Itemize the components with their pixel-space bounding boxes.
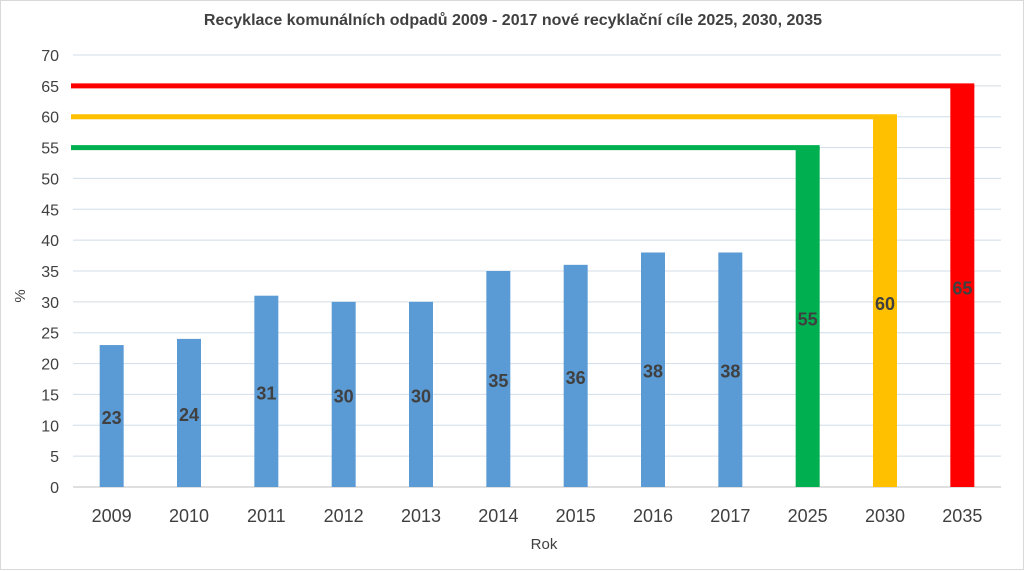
y-tick-label: 60 (41, 110, 59, 127)
chart-title: Recyklace komunálních odpadů 2009 - 2017… (203, 12, 823, 29)
bar (99, 345, 124, 487)
data-label: 30 (334, 386, 354, 406)
bar (873, 116, 897, 487)
x-tick-label: 2010 (169, 506, 209, 526)
x-axis-label: Rok (531, 536, 558, 553)
y-tick-label: 65 (41, 79, 59, 96)
data-label: 35 (488, 371, 508, 391)
x-tick-label: 2017 (710, 506, 750, 526)
bar (177, 338, 201, 487)
x-tick-label: 2011 (247, 506, 286, 526)
x-tick-label: 2035 (942, 506, 982, 526)
y-tick-label: 30 (41, 295, 59, 312)
y-tick-label: 55 (41, 141, 59, 158)
y-tick-label: 70 (41, 48, 59, 65)
y-tick-label: 10 (41, 418, 59, 435)
data-label: 23 (102, 408, 122, 428)
data-label: 55 (798, 309, 818, 329)
x-tick-label: 2014 (478, 506, 518, 526)
y-tick-label: 20 (41, 357, 59, 374)
bar (563, 264, 588, 487)
x-tick-label: 2009 (92, 506, 132, 526)
x-tick-label: 2015 (556, 506, 596, 526)
x-tick-label: 2025 (788, 506, 828, 526)
x-tick-label: 2012 (324, 506, 364, 526)
bar (950, 85, 975, 487)
data-label: 38 (720, 362, 740, 382)
y-tick-label: 0 (50, 480, 59, 497)
bar (254, 295, 279, 487)
data-label: 31 (256, 383, 276, 403)
data-label: 38 (643, 362, 663, 382)
x-tick-label: 2016 (633, 506, 673, 526)
y-tick-label: 40 (41, 233, 59, 250)
x-tick-label: 2030 (865, 506, 905, 526)
bar (486, 271, 511, 487)
bar (718, 252, 743, 487)
data-label: 36 (566, 368, 586, 388)
y-tick-label: 5 (50, 449, 59, 466)
y-tick-label: 25 (41, 326, 59, 343)
bar (409, 301, 433, 487)
data-label: 24 (179, 405, 199, 425)
data-label: 30 (411, 386, 431, 406)
y-tick-label: 50 (41, 171, 59, 188)
bar (641, 252, 665, 487)
data-label: 65 (952, 278, 972, 298)
x-tick-label: 2013 (401, 506, 441, 526)
data-label: 60 (875, 294, 895, 314)
y-tick-label: 15 (41, 387, 59, 404)
y-tick-label: 35 (41, 264, 59, 281)
bar (795, 147, 820, 488)
y-tick-label: 45 (41, 202, 59, 219)
bar (331, 301, 356, 487)
y-axis-label: % (12, 289, 29, 302)
